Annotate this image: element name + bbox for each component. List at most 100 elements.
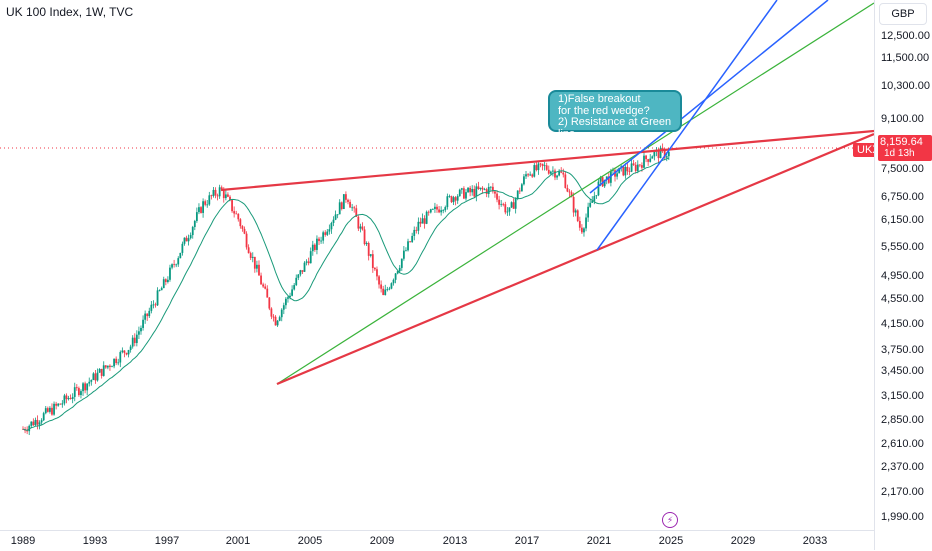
candle-body bbox=[245, 233, 248, 248]
candle-body bbox=[506, 211, 509, 213]
candle-body bbox=[444, 207, 447, 211]
candle-body bbox=[243, 228, 246, 234]
price-tick-label: 4,950.00 bbox=[881, 270, 924, 282]
price-tick-label: 2,170.00 bbox=[881, 486, 924, 498]
candle-body bbox=[541, 163, 544, 166]
candle-body bbox=[86, 383, 89, 391]
candle-body bbox=[164, 279, 167, 282]
price-tick-label: 3,450.00 bbox=[881, 365, 924, 377]
candle-body bbox=[69, 398, 72, 399]
candle-body bbox=[641, 165, 643, 168]
candle-body bbox=[508, 207, 511, 212]
candle-body bbox=[465, 192, 467, 199]
price-tick-label: 2,610.00 bbox=[881, 438, 924, 450]
candle-body bbox=[90, 379, 93, 382]
candle-body bbox=[446, 196, 449, 208]
candle-body bbox=[336, 214, 339, 216]
candle-body bbox=[307, 261, 310, 264]
candle-body bbox=[30, 421, 33, 426]
candle-body bbox=[665, 156, 668, 158]
lightning-icon[interactable]: ⚡ bbox=[662, 512, 678, 528]
candle-body bbox=[628, 171, 631, 173]
time-tick-label: 2013 bbox=[442, 535, 468, 547]
chart-pane[interactable]: UK 100 Index, 1W, TVC 1)False breakout f… bbox=[0, 0, 884, 530]
candle-body bbox=[562, 172, 565, 175]
candle-body bbox=[535, 165, 538, 171]
candle-body bbox=[429, 209, 432, 213]
candle-body bbox=[477, 186, 480, 189]
candle-body bbox=[256, 264, 258, 269]
candle-body bbox=[663, 149, 666, 158]
candle-body bbox=[55, 403, 58, 406]
candle-body bbox=[179, 252, 182, 259]
candle-body bbox=[258, 264, 260, 276]
candles-layer bbox=[22, 143, 670, 436]
candle-body bbox=[229, 196, 231, 201]
candle-body bbox=[593, 196, 596, 201]
candle-body bbox=[233, 211, 236, 214]
candle-body bbox=[28, 425, 31, 432]
candle-body bbox=[216, 195, 219, 197]
price-tick-label: 3,750.00 bbox=[881, 344, 924, 356]
candle-body bbox=[601, 177, 604, 187]
price-tick-label: 5,550.00 bbox=[881, 241, 924, 253]
candle-body bbox=[425, 211, 428, 224]
candle-body bbox=[568, 191, 571, 193]
annotation-callout[interactable]: 1)False breakout for the red wedge? 2) R… bbox=[548, 90, 682, 139]
candle-body bbox=[489, 186, 492, 188]
time-scale[interactable]: 1989 1993 1997 2001 2005 2009 2013 2017 2021 2025… bbox=[0, 530, 874, 551]
candle-body bbox=[458, 189, 461, 197]
candle-body bbox=[328, 229, 331, 232]
candle-body bbox=[218, 187, 221, 197]
candle-body bbox=[42, 413, 45, 421]
red-wedge-lower-line[interactable] bbox=[276, 132, 875, 386]
candle-body bbox=[605, 176, 608, 180]
candle-body bbox=[618, 167, 621, 174]
price-scale[interactable]: GBP 12,500.00 11,500.00 10,300.00 9,100.00 8… bbox=[874, 0, 932, 550]
candle-body bbox=[539, 163, 542, 165]
green-trend-line[interactable] bbox=[276, 2, 875, 385]
candle-body bbox=[133, 337, 136, 344]
candle-body bbox=[547, 169, 550, 174]
chart-canvas[interactable] bbox=[0, 0, 875, 530]
candle-body bbox=[264, 286, 267, 289]
blue-channel-line-2[interactable] bbox=[589, 0, 829, 194]
candle-body bbox=[152, 304, 155, 306]
candle-body bbox=[529, 174, 532, 176]
candle-body bbox=[231, 200, 233, 212]
blue-channel-line-1[interactable] bbox=[596, 0, 778, 251]
candle-body bbox=[287, 297, 289, 299]
candle-body bbox=[353, 207, 356, 209]
candle-body bbox=[520, 184, 523, 192]
candle-body bbox=[549, 171, 552, 174]
candle-body bbox=[365, 243, 368, 245]
candle-body bbox=[367, 243, 370, 256]
candle-body bbox=[154, 304, 157, 306]
candle-body bbox=[106, 365, 109, 368]
candle-body bbox=[92, 373, 95, 380]
currency-button[interactable]: GBP bbox=[879, 3, 927, 25]
red-wedge-upper-line[interactable] bbox=[220, 129, 875, 192]
candle-body bbox=[612, 170, 614, 172]
candle-body bbox=[616, 173, 618, 177]
candle-body bbox=[587, 206, 590, 218]
time-tick-label: 1993 bbox=[82, 535, 108, 547]
candle-body bbox=[181, 243, 184, 253]
time-tick-label: 2005 bbox=[297, 535, 323, 547]
candle-body bbox=[419, 221, 422, 224]
candle-body bbox=[177, 258, 180, 265]
candle-body bbox=[516, 190, 519, 199]
candle-body bbox=[657, 149, 660, 159]
candle-body bbox=[262, 284, 265, 287]
candle-body bbox=[512, 202, 515, 209]
candle-body bbox=[40, 420, 43, 423]
candle-body bbox=[280, 309, 283, 318]
candle-body bbox=[496, 193, 498, 200]
candle-body bbox=[251, 256, 254, 258]
candle-body bbox=[222, 188, 225, 199]
candle-body bbox=[440, 210, 443, 213]
time-tick-label: 2029 bbox=[730, 535, 756, 547]
candle-body bbox=[247, 247, 250, 254]
candle-body bbox=[371, 254, 374, 269]
candle-body bbox=[361, 226, 364, 230]
